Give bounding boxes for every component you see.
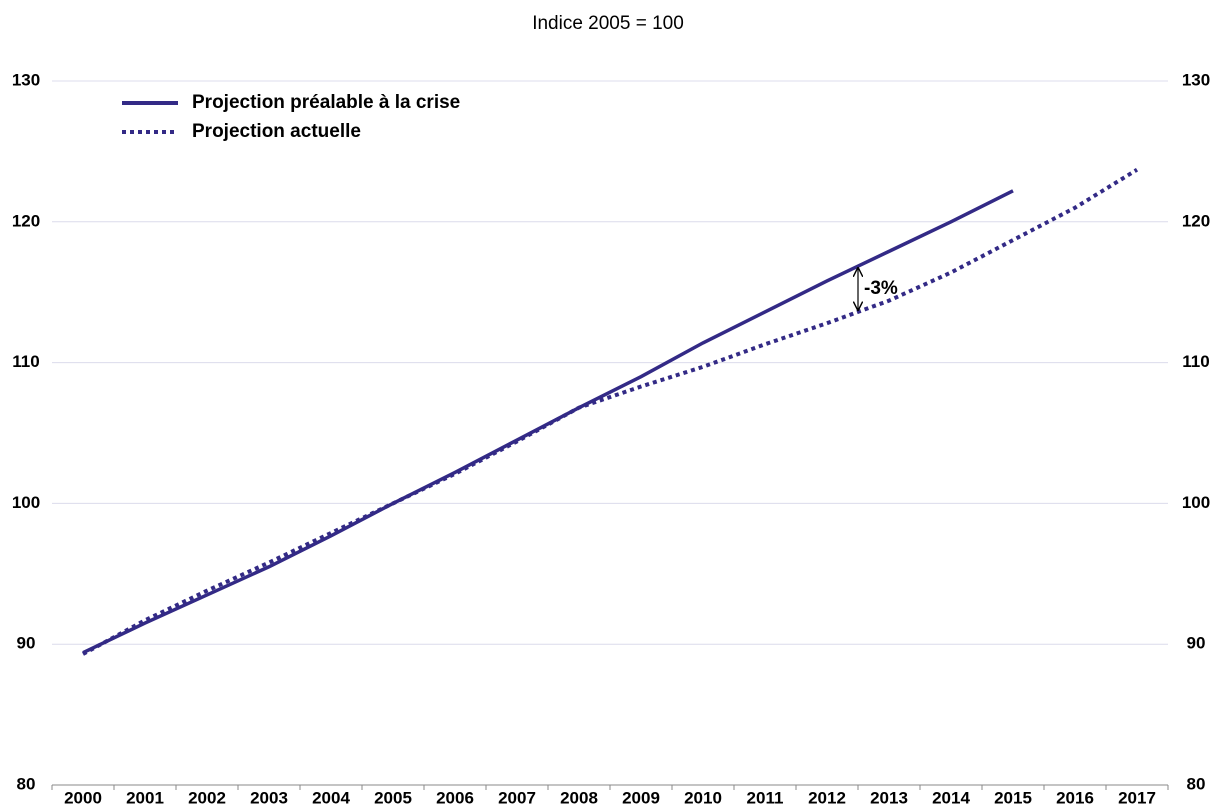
x-tick-label: 2001 xyxy=(126,788,164,807)
x-tick-label: 2016 xyxy=(1056,788,1094,807)
annotation: -3% xyxy=(864,278,898,299)
y-tick-label: 110 xyxy=(12,352,39,371)
y-tick-label: 130 xyxy=(12,70,40,89)
y-tick-label: 100 xyxy=(12,493,40,512)
x-tick-label: 2017 xyxy=(1118,788,1156,807)
y2-tick-label: 120 xyxy=(1182,211,1210,230)
y2-tick-label: 110 xyxy=(1182,352,1209,371)
x-tick-label: 2000 xyxy=(64,788,102,807)
y2-tick-label: 90 xyxy=(1187,634,1206,653)
y2-tick-label: 130 xyxy=(1182,70,1210,89)
legend-label: Projection actuelle xyxy=(192,121,361,142)
x-tick-label: 2003 xyxy=(250,788,288,807)
y-tick-label: 90 xyxy=(17,634,36,653)
chart-title: Indice 2005 = 100 xyxy=(532,13,684,34)
x-tick-label: 2005 xyxy=(374,788,412,807)
x-tick-label: 2013 xyxy=(870,788,908,807)
x-tick-label: 2006 xyxy=(436,788,474,807)
y-tick-label: 80 xyxy=(17,774,36,793)
series-line xyxy=(82,189,1014,655)
x-tick-label: 2008 xyxy=(560,788,598,807)
x-tick-label: 2015 xyxy=(994,788,1032,807)
x-tick-label: 2007 xyxy=(498,788,536,807)
x-tick-label: 2011 xyxy=(747,788,784,807)
x-tick-label: 2014 xyxy=(932,788,970,807)
series-line xyxy=(82,167,1139,656)
y2-tick-label: 100 xyxy=(1182,493,1210,512)
x-tick-label: 2012 xyxy=(808,788,846,807)
legend-label: Projection préalable à la crise xyxy=(192,92,460,113)
y-tick-label: 120 xyxy=(12,211,40,230)
x-tick-label: 2010 xyxy=(684,788,722,807)
x-tick-label: 2002 xyxy=(188,788,226,807)
x-tick-label: 2009 xyxy=(622,788,660,807)
x-tick-label: 2004 xyxy=(312,788,350,807)
y2-tick-label: 80 xyxy=(1187,774,1206,793)
